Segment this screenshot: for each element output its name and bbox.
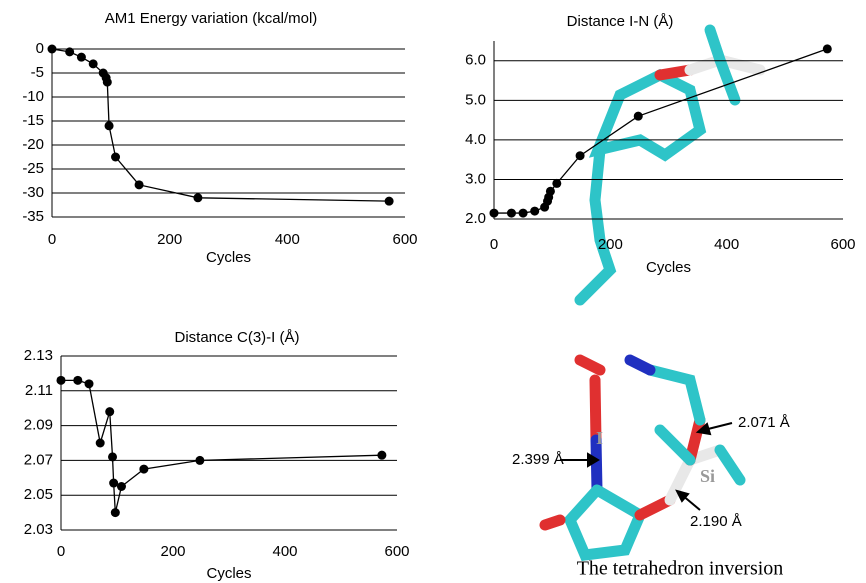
data-point bbox=[65, 47, 74, 56]
data-point bbox=[85, 379, 94, 388]
x-tick-label: 400 bbox=[714, 236, 739, 253]
data-point bbox=[135, 180, 144, 189]
y-tick-label: -25 bbox=[22, 160, 44, 177]
x-tick-label: 600 bbox=[830, 236, 855, 253]
y-tick-label: -20 bbox=[22, 136, 44, 153]
data-point bbox=[823, 44, 832, 53]
bond bbox=[650, 370, 700, 420]
x-tick-label: 600 bbox=[392, 231, 417, 248]
y-tick-label: 0 bbox=[36, 40, 44, 57]
chart-title: Distance I-N (Å) bbox=[567, 13, 674, 30]
data-point bbox=[96, 439, 105, 448]
y-tick-label: 2.13 bbox=[24, 347, 53, 364]
y-tick-label: 4.0 bbox=[465, 131, 486, 148]
y-tick-label: -5 bbox=[31, 64, 44, 81]
data-point bbox=[552, 179, 561, 188]
data-point bbox=[108, 452, 117, 461]
x-tick-label: 400 bbox=[272, 543, 297, 560]
data-point bbox=[105, 121, 114, 130]
caption: The tetrahedron inversion bbox=[577, 558, 784, 580]
x-tick-label: 400 bbox=[275, 231, 300, 248]
data-point bbox=[57, 376, 66, 385]
distance-label: 2.399 Å bbox=[512, 451, 564, 468]
y-tick-label: 6.0 bbox=[465, 52, 486, 69]
data-point bbox=[77, 53, 86, 62]
atom-label: I bbox=[596, 428, 603, 448]
x-tick-label: 0 bbox=[490, 236, 498, 253]
distance-label: 2.071 Å bbox=[738, 414, 790, 431]
bond bbox=[630, 360, 650, 370]
data-point bbox=[103, 78, 112, 87]
x-tick-label: 0 bbox=[48, 231, 56, 248]
x-tick-label: 200 bbox=[157, 231, 182, 248]
chart-title: Distance C(3)-I (Å) bbox=[174, 329, 299, 346]
x-tick-label: 600 bbox=[384, 543, 409, 560]
x-axis-label: Cycles bbox=[206, 565, 251, 582]
y-tick-label: 2.05 bbox=[24, 486, 53, 503]
chart-title: AM1 Energy variation (kcal/mol) bbox=[105, 10, 318, 27]
data-point bbox=[105, 407, 114, 416]
data-point bbox=[109, 479, 118, 488]
data-point bbox=[139, 465, 148, 474]
x-tick-label: 200 bbox=[598, 236, 623, 253]
y-tick-label: 2.03 bbox=[24, 521, 53, 538]
data-point bbox=[117, 482, 126, 491]
bond bbox=[580, 150, 610, 300]
data-point bbox=[519, 209, 528, 218]
data-point bbox=[111, 153, 120, 162]
data-point bbox=[490, 209, 499, 218]
y-tick-label: -15 bbox=[22, 112, 44, 129]
ring bbox=[570, 490, 640, 555]
y-tick-label: -30 bbox=[22, 184, 44, 201]
figure: 2.399 Å 2.071 Å 2.190 Å I Si The tetrahe… bbox=[0, 0, 866, 583]
x-tick-label: 0 bbox=[57, 543, 65, 560]
x-tick-label: 200 bbox=[160, 543, 185, 560]
distance-label: 2.190 Å bbox=[690, 513, 742, 530]
y-tick-label: 2.07 bbox=[24, 451, 53, 468]
data-point bbox=[576, 151, 585, 160]
y-tick-label: 2.11 bbox=[25, 382, 53, 399]
y-tick-label: 3.0 bbox=[465, 170, 486, 187]
x-axis-label: Cycles bbox=[646, 259, 691, 276]
data-point bbox=[546, 187, 555, 196]
molecule bbox=[545, 30, 760, 555]
data-point bbox=[48, 45, 57, 54]
data-point bbox=[73, 376, 82, 385]
data-point bbox=[89, 59, 98, 68]
data-point bbox=[634, 112, 643, 121]
data-point bbox=[195, 456, 204, 465]
data-line bbox=[61, 380, 382, 512]
data-point bbox=[377, 451, 386, 460]
y-tick-label: 5.0 bbox=[465, 91, 486, 108]
y-tick-label: -10 bbox=[22, 88, 44, 105]
y-tick-label: 2.0 bbox=[465, 210, 486, 227]
y-tick-label: 2.09 bbox=[24, 417, 53, 434]
data-point bbox=[385, 197, 394, 206]
data-point bbox=[111, 508, 120, 517]
data-point bbox=[507, 209, 516, 218]
atom-label: Si bbox=[700, 466, 715, 486]
data-point bbox=[530, 207, 539, 216]
data-point bbox=[193, 193, 202, 202]
y-tick-label: -35 bbox=[22, 208, 44, 225]
ring bbox=[598, 75, 700, 155]
x-axis-label: Cycles bbox=[206, 249, 251, 266]
